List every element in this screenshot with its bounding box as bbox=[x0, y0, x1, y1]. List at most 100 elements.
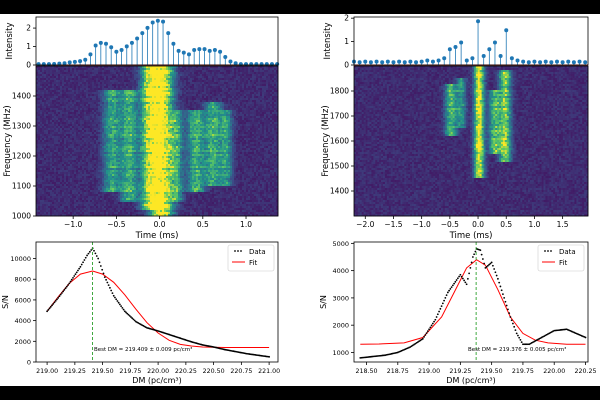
heatmap-cell bbox=[138, 80, 141, 83]
heatmap-cell bbox=[80, 72, 83, 75]
heatmap-cell bbox=[116, 100, 119, 103]
heatmap-cell bbox=[110, 144, 113, 147]
heatmap-cell bbox=[72, 140, 75, 143]
heatmap-cell bbox=[36, 128, 39, 131]
heatmap-cell bbox=[190, 110, 193, 113]
heatmap-cell bbox=[202, 122, 205, 125]
heatmap-cell bbox=[262, 100, 265, 103]
heatmap-cell bbox=[134, 138, 137, 141]
heatmap-cell bbox=[170, 104, 173, 107]
heatmap-cell bbox=[102, 66, 105, 69]
heatmap-cell bbox=[112, 136, 115, 139]
heatmap-cell bbox=[238, 74, 241, 77]
heatmap-cell bbox=[46, 70, 49, 73]
heatmap-cell bbox=[202, 82, 205, 85]
heatmap-cell bbox=[86, 104, 89, 107]
heatmap-cell bbox=[232, 72, 235, 75]
heatmap-cell bbox=[162, 94, 165, 97]
heatmap-cell bbox=[80, 102, 83, 105]
heatmap-cell bbox=[274, 122, 277, 125]
heatmap-cell bbox=[74, 136, 77, 139]
heatmap-cell bbox=[100, 100, 103, 103]
heatmap-cell bbox=[236, 142, 239, 145]
heatmap-cell bbox=[144, 100, 147, 103]
heatmap-cell bbox=[64, 70, 67, 73]
heatmap-cell bbox=[230, 134, 233, 137]
heatmap-cell bbox=[194, 94, 197, 97]
heatmap-cell bbox=[184, 118, 187, 121]
heatmap-cell bbox=[172, 94, 175, 97]
heatmap-cell bbox=[62, 146, 65, 149]
heatmap-cell bbox=[262, 110, 265, 113]
heatmap-cell bbox=[208, 130, 211, 133]
heatmap-cell bbox=[248, 84, 251, 87]
heatmap-cell bbox=[204, 124, 207, 127]
heatmap-cell bbox=[208, 124, 211, 127]
heatmap-cell bbox=[202, 124, 205, 127]
heatmap-cell bbox=[234, 86, 237, 89]
heatmap-cell bbox=[128, 108, 131, 111]
heatmap-cell bbox=[86, 78, 89, 81]
heatmap-cell bbox=[230, 100, 233, 103]
heatmap-cell bbox=[40, 134, 43, 137]
heatmap-cell bbox=[162, 124, 165, 127]
heatmap-cell bbox=[162, 106, 165, 109]
heatmap-cell bbox=[144, 122, 147, 125]
heatmap-cell bbox=[102, 68, 105, 71]
heatmap-cell bbox=[76, 66, 79, 69]
heatmap-cell bbox=[44, 80, 47, 83]
heatmap-cell bbox=[248, 86, 251, 89]
heatmap-cell bbox=[222, 84, 225, 87]
heatmap-cell bbox=[158, 136, 161, 139]
heatmap-cell bbox=[76, 96, 79, 99]
heatmap-cell bbox=[218, 110, 221, 113]
heatmap-cell bbox=[258, 76, 261, 79]
heatmap-cell bbox=[88, 90, 91, 93]
heatmap-cell bbox=[268, 88, 271, 91]
heatmap-cell bbox=[204, 110, 207, 113]
heatmap-cell bbox=[64, 132, 67, 135]
heatmap-cell bbox=[92, 90, 95, 93]
heatmap-cell bbox=[144, 82, 147, 85]
heatmap-cell bbox=[94, 142, 97, 145]
heatmap-cell bbox=[256, 78, 259, 81]
heatmap-cell bbox=[206, 128, 209, 131]
heatmap-cell bbox=[42, 124, 45, 127]
heatmap-cell bbox=[220, 136, 223, 139]
heatmap-cell bbox=[166, 122, 169, 125]
heatmap-cell bbox=[148, 104, 151, 107]
heatmap-cell bbox=[228, 112, 231, 115]
heatmap-cell bbox=[202, 120, 205, 123]
heatmap-cell bbox=[148, 82, 151, 85]
heatmap-cell bbox=[240, 144, 243, 147]
heatmap-cell bbox=[160, 142, 163, 145]
heatmap-cell bbox=[192, 116, 195, 119]
heatmap-cell bbox=[130, 84, 133, 87]
heatmap-cell bbox=[162, 70, 165, 73]
heatmap-cell bbox=[114, 80, 117, 83]
heatmap-cell bbox=[258, 74, 261, 77]
heatmap-cell bbox=[240, 66, 243, 69]
heatmap-cell bbox=[192, 106, 195, 109]
heatmap-cell bbox=[116, 114, 119, 117]
heatmap-cell bbox=[184, 106, 187, 109]
heatmap-cell bbox=[58, 90, 61, 93]
heatmap-cell bbox=[230, 136, 233, 139]
heatmap-cell bbox=[176, 112, 179, 115]
heatmap-cell bbox=[86, 112, 89, 115]
heatmap-cell bbox=[76, 82, 79, 85]
heatmap-cell bbox=[196, 118, 199, 121]
heatmap-cell bbox=[66, 86, 69, 89]
heatmap-cell bbox=[232, 110, 235, 113]
heatmap-cell bbox=[48, 92, 51, 95]
heatmap-cell bbox=[138, 94, 141, 97]
heatmap-cell bbox=[176, 74, 179, 77]
heatmap-cell bbox=[106, 108, 109, 111]
heatmap-cell bbox=[60, 70, 63, 73]
heatmap-cell bbox=[44, 132, 47, 135]
heatmap-cell bbox=[48, 136, 51, 139]
heatmap-cell bbox=[272, 82, 275, 85]
heatmap-cell bbox=[260, 78, 263, 81]
heatmap-cell bbox=[136, 76, 139, 79]
heatmap-cell bbox=[118, 70, 121, 73]
